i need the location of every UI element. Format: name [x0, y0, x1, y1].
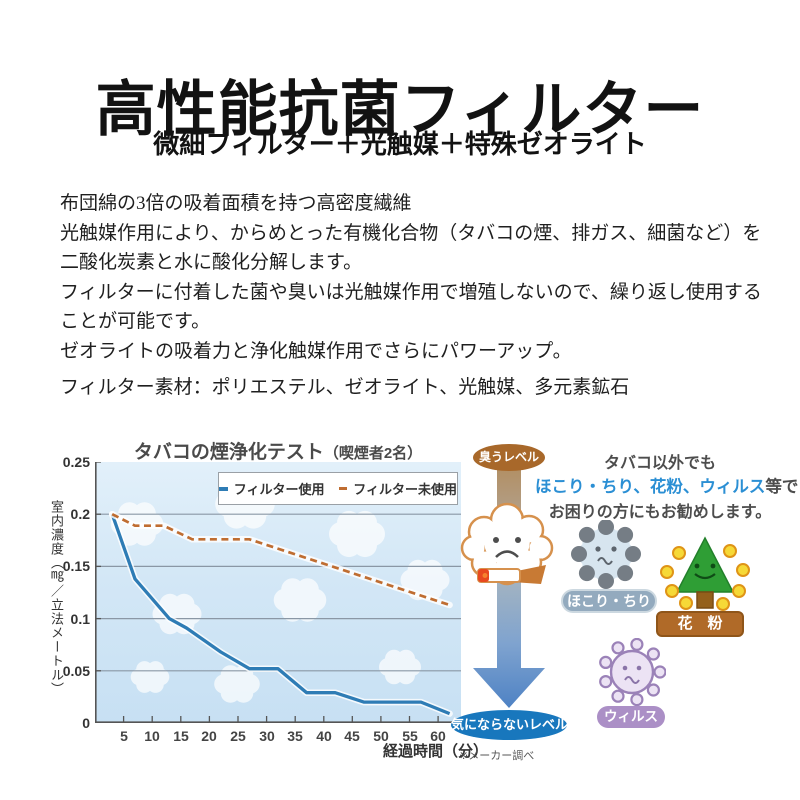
- cigarette-icon: [477, 565, 546, 584]
- x-axis-label: 経過時間（分）: [383, 743, 489, 760]
- chart-title-main: タバコの煙浄化テスト: [133, 442, 324, 463]
- legend-swatch-filter-used: [219, 486, 228, 491]
- y-tick-label: 0.25: [62, 454, 90, 470]
- recommend-line1: タバコ以外でも: [603, 455, 716, 472]
- x-tick-label: 55: [402, 728, 418, 744]
- cloud-eye: [493, 537, 499, 543]
- recommend-line3: お困りの方にもお勧めします。: [548, 504, 772, 521]
- source-note: ※メーカー調べ: [459, 750, 535, 762]
- x-tick-label: 25: [230, 728, 246, 744]
- x-tick-label: 15: [173, 728, 189, 744]
- virus-icon: [599, 638, 666, 706]
- x-tick-label: 5: [120, 728, 128, 744]
- description-line: 光触媒作用により、からめとった有機化合物（タバコの煙、排ガス、細菌など）を: [60, 222, 762, 244]
- cloud-sad-mouth: [495, 550, 519, 558]
- y-tick-labels: 0 0.05 0.1 0.15 0.2 0.25: [40, 454, 90, 731]
- page-title: 高性能抗菌フィルター: [95, 77, 705, 144]
- description-line: ことが可能です。: [60, 311, 211, 332]
- recommend-line2: ほこり・ちり、花粉、ウィルス等で: [535, 473, 798, 497]
- filter-material-line: フィルター素材：ポリエステル、ゼオライト、光触媒、多元素鉱石: [60, 377, 630, 398]
- x-tick-labels: 5 10 15 20 25 30 35 40 45 50 55 60: [95, 728, 475, 748]
- pollen-tree-icon: [660, 536, 750, 611]
- recommend-line2-highlight: ほこり・ちり、花粉、ウィルス: [535, 478, 766, 496]
- y-tick-label: 0.2: [70, 506, 90, 522]
- x-tick-label: 30: [259, 728, 275, 744]
- description-line: フィルターに付着した菌や臭いは光触媒作用で増殖しないので、繰り返し使用する: [60, 281, 762, 303]
- virus-label-badge: ウィルス: [597, 706, 665, 728]
- x-tick-label: 10: [144, 728, 160, 744]
- chart-legend: フィルター使用 フィルター未使用: [218, 472, 458, 505]
- y-tick-label: 0.05: [62, 663, 90, 679]
- description-line: ゼオライトの吸着力と浄化触媒作用でさらにパワーアップ。: [60, 340, 572, 362]
- x-tick-label: 35: [287, 728, 303, 744]
- y-axis-label: 室内濃度（㎎／立法メートル）: [49, 500, 64, 696]
- chart-title: タバコの煙浄化テスト（喫煙者2名）: [95, 437, 461, 464]
- y-tick-label: 0.15: [62, 558, 90, 574]
- dust-particle-icon: [571, 520, 641, 589]
- pollen-label-badge: 花 粉: [656, 611, 744, 637]
- no-smell-level-badge: 気にならないレベル: [451, 710, 568, 740]
- cloud-eye: [515, 537, 521, 543]
- description-line: 二酸化炭素と水に酸化分解します。: [60, 252, 363, 273]
- description-paragraph: 布団綿の3倍の吸着面積を持つ高密度繊維 光触媒作用により、からめとった有機化合物…: [60, 189, 780, 366]
- recommend-line2-rest: 等で: [765, 478, 799, 496]
- x-tick-label: 40: [316, 728, 332, 744]
- chart-title-suffix: （喫煙者2名）: [323, 445, 423, 462]
- line-chart-plot: [95, 462, 461, 723]
- x-tick-label: 50: [373, 728, 389, 744]
- legend-swatch-filter-not-used: [338, 487, 348, 490]
- x-tick-label: 20: [201, 728, 217, 744]
- description-line: 布団綿の3倍の吸着面積を持つ高密度繊維: [60, 193, 412, 214]
- legend-label-filter-not-used: フィルター未使用: [353, 482, 457, 497]
- page-subtitle: 微細フィルター＋光触媒＋特殊ゼオライト: [153, 130, 647, 159]
- y-tick-label: 0: [82, 715, 90, 731]
- y-tick-label: 0.1: [70, 611, 90, 627]
- sad-smoke-cloud-with-cigarette-icon: [460, 502, 554, 586]
- x-tick-label: 45: [344, 728, 360, 744]
- legend-label-filter-used: フィルター使用: [233, 482, 325, 497]
- smell-level-badge: 臭うレベル: [473, 444, 545, 471]
- dust-label-badge: ほこり・ちり: [561, 589, 657, 613]
- x-tick-label: 60: [430, 728, 446, 744]
